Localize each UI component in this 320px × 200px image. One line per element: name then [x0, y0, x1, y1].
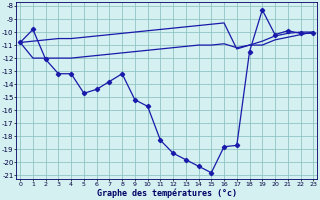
X-axis label: Graphe des températures (°c): Graphe des températures (°c) — [97, 188, 237, 198]
